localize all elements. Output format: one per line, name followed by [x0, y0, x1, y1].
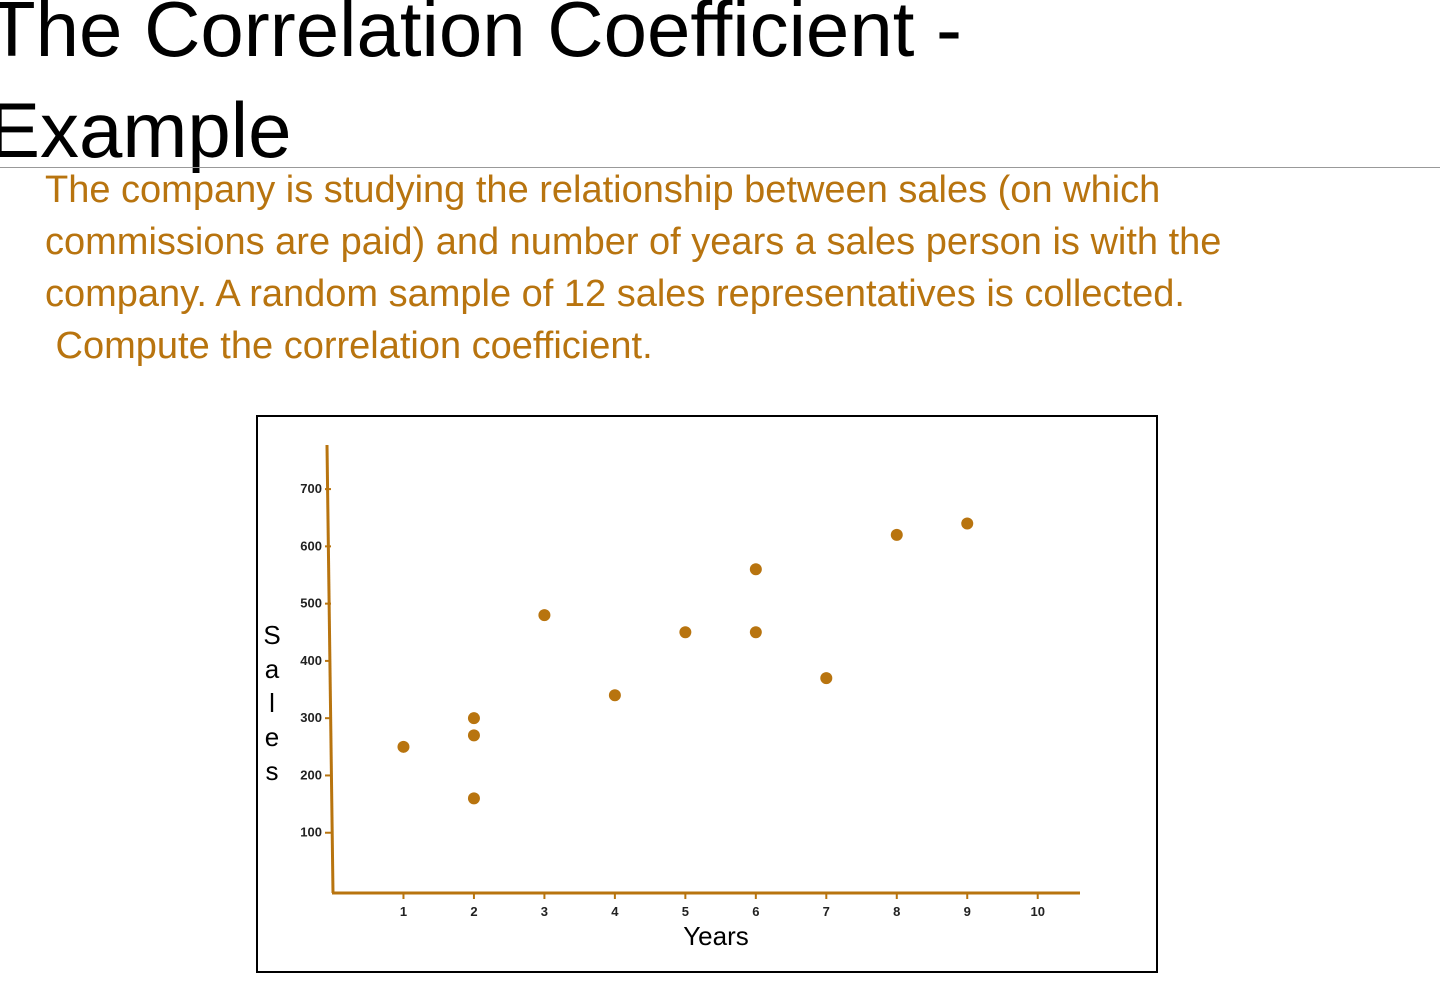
point: [749, 563, 762, 576]
y-tick-label: 400: [300, 653, 322, 668]
x-tick-label: 2: [470, 904, 477, 919]
x-tick-label: 1: [400, 904, 407, 919]
point: [890, 528, 903, 541]
x-axis-label: Years: [683, 921, 749, 951]
x-tick-label: 3: [541, 904, 548, 919]
x-tick-label: 6: [752, 904, 759, 919]
y-axis: [325, 444, 335, 894]
y-tick-label: 600: [300, 538, 322, 553]
body-text: The company is studying the relationship…: [45, 169, 1160, 211]
y-tick-label: 500: [300, 596, 322, 611]
point: [749, 626, 762, 639]
point: [538, 609, 551, 622]
x-tick-label: 10: [1030, 904, 1044, 919]
slide-title: The Correlation Coefficient -: [0, 0, 962, 73]
point: [608, 689, 621, 702]
y-tick-label: 300: [300, 710, 322, 725]
y-tick-label: 700: [300, 481, 322, 496]
point: [397, 740, 410, 753]
body-text: company. A random sample of 12 sales rep…: [45, 273, 1185, 315]
x-tick-label: 8: [893, 904, 900, 919]
x-tick-label: 4: [611, 904, 619, 919]
chart-frame: [256, 415, 1158, 973]
x-tick-label: 7: [823, 904, 830, 919]
point: [467, 729, 480, 742]
x-tick-label: 5: [682, 904, 689, 919]
point: [467, 712, 480, 725]
y-tick-label: 100: [300, 825, 322, 840]
y-tick-label: 200: [300, 767, 322, 782]
point: [679, 626, 692, 639]
chart: 100 200 300 400 500 600 700 1 2 3 4 5 6 7 8 9 10 Years Sal…: [257, 444, 1080, 951]
slide-title: Example: [0, 86, 291, 174]
point: [820, 672, 833, 685]
point: [467, 792, 480, 805]
body-text: Compute the correlation coefficient.: [45, 325, 653, 367]
x-tick-label: 9: [964, 904, 971, 919]
y-axis-label: Sales: [257, 620, 287, 790]
body-text: commissions are paid) and number of year…: [45, 221, 1221, 263]
point: [961, 517, 974, 530]
